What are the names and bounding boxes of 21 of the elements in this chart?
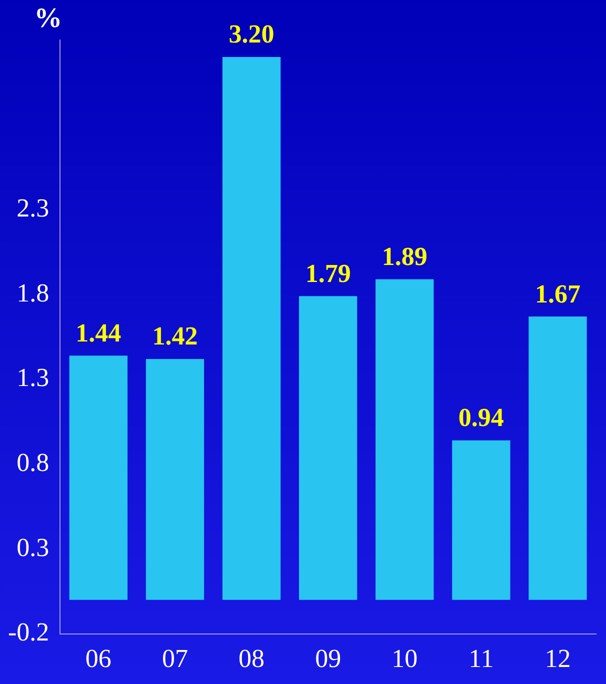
x-tick-label: 07: [162, 644, 188, 674]
x-tick-label: 09: [315, 644, 342, 674]
data-label: 1.79: [305, 258, 351, 288]
y-tick-label: 1.8: [16, 278, 50, 308]
x-tick-label: 08: [238, 644, 265, 674]
x-tick-label: 10: [392, 644, 418, 674]
y-tick-label: -0.2: [8, 618, 50, 647]
data-label: 1.89: [382, 242, 428, 271]
x-tick-label: 11: [468, 644, 494, 674]
x-tick-label: 06: [85, 644, 112, 674]
y-axis-title: %: [34, 3, 62, 34]
data-label: 1.44: [76, 318, 122, 348]
y-tick-label: 2.3: [16, 193, 50, 222]
x-tick-label: 12: [544, 644, 571, 674]
y-tick-label: 1.3: [16, 363, 50, 392]
data-label: 0.94: [458, 403, 504, 432]
data-label: 3.20: [228, 20, 274, 49]
data-label: 1.67: [534, 279, 580, 308]
data-label: 1.42: [152, 322, 198, 351]
y-tick-label: 0.8: [16, 448, 50, 477]
y-tick-label: 0.3: [16, 532, 50, 562]
